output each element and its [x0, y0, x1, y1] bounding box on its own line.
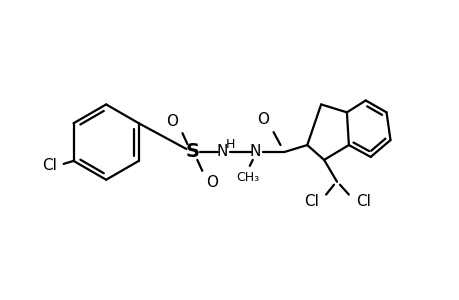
Text: CH₃: CH₃ [236, 171, 259, 184]
Text: Cl: Cl [356, 194, 370, 209]
Text: H: H [225, 138, 234, 151]
Text: N: N [216, 145, 227, 160]
Text: S: S [185, 142, 199, 161]
Text: O: O [206, 175, 218, 190]
Text: O: O [256, 112, 268, 127]
Text: O: O [166, 114, 178, 129]
Text: N: N [248, 145, 260, 160]
Text: Cl: Cl [303, 194, 318, 209]
Text: Cl: Cl [42, 158, 57, 173]
